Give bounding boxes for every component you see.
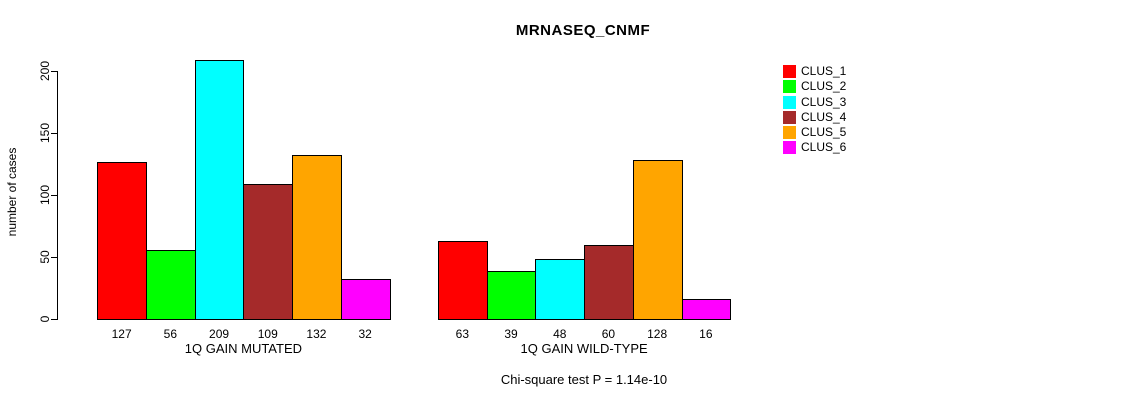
y-tick-label-100: 100 <box>38 184 52 206</box>
bar-clus_4-mutated <box>243 184 293 320</box>
y-tick-150 <box>51 133 57 134</box>
y-axis-line <box>57 71 58 320</box>
bar-clus_6-mutated <box>341 279 391 320</box>
bar-value-clus_5-mutated: 132 <box>306 327 327 341</box>
legend-item-clus_6: CLUS_6 <box>783 140 847 155</box>
y-tick-label-150: 150 <box>38 122 52 144</box>
legend-swatch-clus_5 <box>783 126 796 140</box>
legend-label-clus_1: CLUS_1 <box>801 64 847 78</box>
bar-clus_2-wild-type <box>487 271 536 320</box>
bar-value-clus_4-wild-type: 60 <box>601 327 616 341</box>
bar-value-clus_2-wild-type: 39 <box>504 327 518 341</box>
y-axis-label: number of cases <box>5 147 19 237</box>
legend-label-clus_5: CLUS_5 <box>801 125 847 140</box>
y-tick-200 <box>51 71 57 72</box>
legend-item-clus_2: CLUS_2 <box>783 79 847 94</box>
legend-label-clus_4: CLUS_4 <box>801 109 847 124</box>
bar-value-clus_3-mutated: 209 <box>209 327 230 341</box>
chi-square-annotation: Chi-square test P = 1.14e-10 <box>500 372 668 387</box>
bar-value-clus_1-mutated: 127 <box>111 327 132 341</box>
bar-clus_6-wild-type <box>682 299 731 320</box>
bar-clus_1-wild-type <box>438 241 488 320</box>
legend-swatch-clus_3 <box>783 95 796 109</box>
legend-item-clus_3: CLUS_3 <box>783 94 847 109</box>
bar-value-clus_3-wild-type: 48 <box>553 327 567 341</box>
legend-label-clus_6: CLUS_6 <box>801 140 847 155</box>
bar-value-clus_6-wild-type: 16 <box>699 327 713 341</box>
bar-value-clus_2-mutated: 56 <box>163 327 178 341</box>
bar-value-clus_5-wild-type: 128 <box>647 327 668 341</box>
bar-value-clus_6-mutated: 32 <box>358 327 372 341</box>
y-tick-label-200: 200 <box>38 60 52 82</box>
bar-value-clus_1-wild-type: 63 <box>455 327 470 341</box>
legend-swatch-clus_6 <box>783 141 796 155</box>
y-tick-100 <box>51 195 57 196</box>
legend-label-clus_2: CLUS_2 <box>801 79 847 94</box>
y-tick-50 <box>51 257 57 258</box>
group-label-mutated: 1Q GAIN MUTATED <box>184 341 303 356</box>
legend-item-clus_5: CLUS_5 <box>783 125 847 140</box>
y-tick-label-50: 50 <box>38 250 52 264</box>
legend-swatch-clus_2 <box>783 80 796 94</box>
legend-item-clus_4: CLUS_4 <box>783 109 847 124</box>
bar-clus_3-wild-type <box>535 259 585 320</box>
legend-swatch-clus_1 <box>783 65 796 78</box>
legend-item-clus_1: CLUS_1 <box>783 65 846 78</box>
group-label-wild-type: 1Q GAIN WILD-TYPE <box>520 341 648 356</box>
legend-swatch-clus_4 <box>783 110 796 124</box>
chart-title: MRNASEQ_CNMF <box>515 22 651 39</box>
bar-value-clus_4-mutated: 109 <box>257 327 278 341</box>
bar-clus_2-mutated <box>146 250 196 320</box>
bar-clus_5-wild-type <box>633 160 683 320</box>
bar-clus_3-mutated <box>195 60 244 320</box>
bar-clus_5-mutated <box>292 155 342 320</box>
legend-label-clus_3: CLUS_3 <box>801 94 847 109</box>
bar-clus_4-wild-type <box>584 245 634 320</box>
legend: CLUS_1 CLUS_2 CLUS_3 CLUS_4 CLUS_5 CLUS_6 <box>783 65 846 157</box>
y-tick-label-0: 0 <box>38 315 52 323</box>
bar-clus_1-mutated <box>97 162 147 320</box>
y-tick-0 <box>51 319 57 320</box>
